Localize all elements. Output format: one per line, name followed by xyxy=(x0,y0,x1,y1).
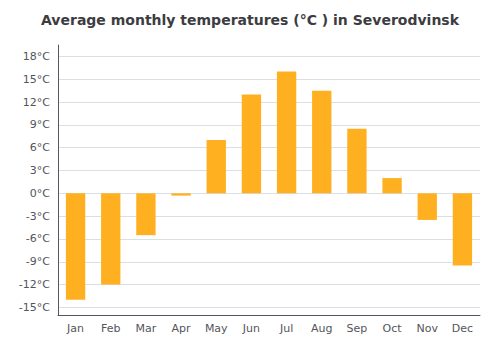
svg-text:May: May xyxy=(205,322,228,335)
svg-text:-15°C: -15°C xyxy=(19,301,50,314)
svg-text:Nov: Nov xyxy=(417,322,439,335)
svg-text:-9°C: -9°C xyxy=(26,255,50,268)
svg-text:Apr: Apr xyxy=(172,322,192,335)
svg-text:15°C: 15°C xyxy=(23,73,50,86)
svg-text:3°C: 3°C xyxy=(30,164,50,177)
svg-text:Dec: Dec xyxy=(452,322,473,335)
svg-text:12°C: 12°C xyxy=(23,96,50,109)
svg-text:Mar: Mar xyxy=(136,322,157,335)
svg-text:Jul: Jul xyxy=(279,322,293,335)
svg-text:-6°C: -6°C xyxy=(26,232,50,245)
svg-text:Jan: Jan xyxy=(66,322,84,335)
svg-text:Average monthly temperatures (: Average monthly temperatures (°C ) in Se… xyxy=(41,12,460,28)
svg-text:Sep: Sep xyxy=(347,322,368,335)
svg-text:-12°C: -12°C xyxy=(19,278,50,291)
svg-text:9°C: 9°C xyxy=(30,118,50,131)
svg-text:0°C: 0°C xyxy=(30,187,50,200)
svg-text:Oct: Oct xyxy=(383,322,403,335)
svg-text:Feb: Feb xyxy=(101,322,120,335)
svg-text:6°C: 6°C xyxy=(30,141,50,154)
svg-text:Jun: Jun xyxy=(242,322,260,335)
svg-text:18°C: 18°C xyxy=(23,50,50,63)
svg-text:Aug: Aug xyxy=(311,322,332,335)
svg-text:-3°C: -3°C xyxy=(26,210,50,223)
